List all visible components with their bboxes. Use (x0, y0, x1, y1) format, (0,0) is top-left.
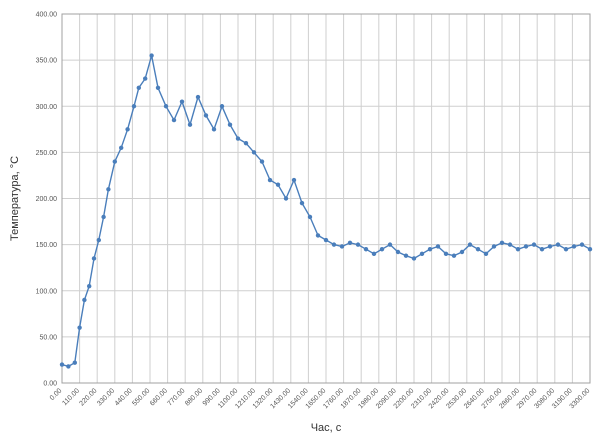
data-point (403, 253, 409, 258)
y-tick-label: 250.00 (36, 150, 58, 157)
x-axis-ticks: 0.00110.00220.00330.00440.00550.00660.00… (49, 387, 592, 410)
data-point (315, 233, 321, 238)
data-point (459, 249, 465, 255)
data-point (72, 360, 78, 365)
data-point (155, 85, 161, 91)
y-tick-label: 0.00 (43, 381, 57, 388)
data-point (203, 113, 209, 118)
data-point (267, 177, 273, 183)
data-point (59, 362, 65, 367)
y-axis-label: Температура, °С (9, 156, 21, 241)
data-point (112, 159, 118, 164)
data-point (171, 117, 177, 123)
data-point (96, 237, 102, 243)
data-point (149, 53, 154, 58)
data-point (131, 104, 137, 109)
data-point (387, 242, 393, 247)
data-point (483, 251, 489, 257)
data-point (119, 145, 124, 150)
chart-grid (61, 13, 591, 384)
y-axis-ticks: 0.00 50.00 100.00 150.00 200.00 250.00 300.00 3… (36, 12, 58, 388)
y-tick-label: 150.00 (36, 242, 58, 249)
data-point (125, 127, 130, 132)
data-point (283, 196, 289, 201)
data-point (211, 127, 217, 132)
y-tick-label: 100.00 (36, 288, 58, 295)
data-point (179, 99, 185, 104)
data-point (195, 94, 201, 100)
data-point (515, 247, 521, 252)
data-point (101, 214, 106, 220)
data-point (227, 122, 233, 127)
data-point (331, 242, 337, 247)
data-point (499, 240, 505, 245)
data-point (411, 256, 417, 261)
y-tick-label: 400.00 (36, 12, 58, 19)
data-point (275, 182, 281, 187)
data-point (82, 297, 87, 303)
data-point (547, 244, 553, 249)
data-point (467, 242, 473, 247)
data-point (523, 244, 529, 249)
data-point (106, 187, 111, 192)
y-tick-label: 350.00 (36, 58, 58, 65)
data-point (395, 249, 401, 255)
data-point (539, 247, 545, 252)
data-point (427, 247, 433, 252)
data-point (299, 200, 305, 206)
x-tick-label: 770.00 (167, 387, 187, 407)
y-tick-label: 200.00 (36, 196, 58, 203)
x-tick-label: 330.00 (96, 387, 116, 407)
y-tick-label: 300.00 (36, 104, 58, 111)
x-tick-label: 220.00 (79, 387, 99, 407)
x-tick-label: 550.00 (131, 387, 151, 407)
data-point (587, 247, 593, 252)
data-point (347, 240, 353, 245)
plot-frame (61, 13, 591, 384)
data-point (555, 242, 561, 247)
x-tick-label: 440.00 (114, 387, 134, 407)
data-point (66, 364, 71, 369)
data-point (163, 104, 169, 109)
data-point (136, 85, 141, 91)
data-point (339, 244, 345, 249)
data-point (243, 140, 249, 146)
data-point (419, 251, 425, 257)
data-point (91, 256, 97, 261)
x-tick-label: 0.00 (49, 387, 64, 402)
data-point (531, 242, 537, 247)
series-points (59, 53, 593, 369)
data-point (571, 244, 577, 249)
data-point (219, 104, 225, 109)
data-point (291, 177, 297, 183)
data-point (307, 214, 313, 220)
data-point (371, 251, 377, 257)
data-point (435, 244, 441, 249)
data-point (443, 251, 449, 257)
data-point (87, 283, 92, 289)
data-point (77, 325, 82, 330)
data-point (451, 253, 457, 258)
data-point (323, 237, 329, 243)
data-point (507, 242, 513, 247)
data-point (259, 159, 265, 164)
data-point (251, 150, 257, 155)
data-point (379, 247, 385, 252)
data-point (491, 244, 497, 249)
data-point (563, 247, 569, 252)
x-tick-label: 110.00 (61, 387, 81, 407)
data-point (363, 247, 369, 252)
data-point (579, 242, 585, 247)
data-point (187, 122, 193, 127)
data-point (235, 136, 241, 141)
x-tick-label: 880.00 (184, 387, 204, 407)
x-axis-label: Час, с (311, 422, 342, 434)
data-point (355, 242, 361, 247)
data-point (475, 247, 481, 252)
data-point (143, 76, 148, 81)
x-tick-label: 660.00 (149, 387, 169, 407)
y-tick-label: 50.00 (39, 334, 57, 341)
